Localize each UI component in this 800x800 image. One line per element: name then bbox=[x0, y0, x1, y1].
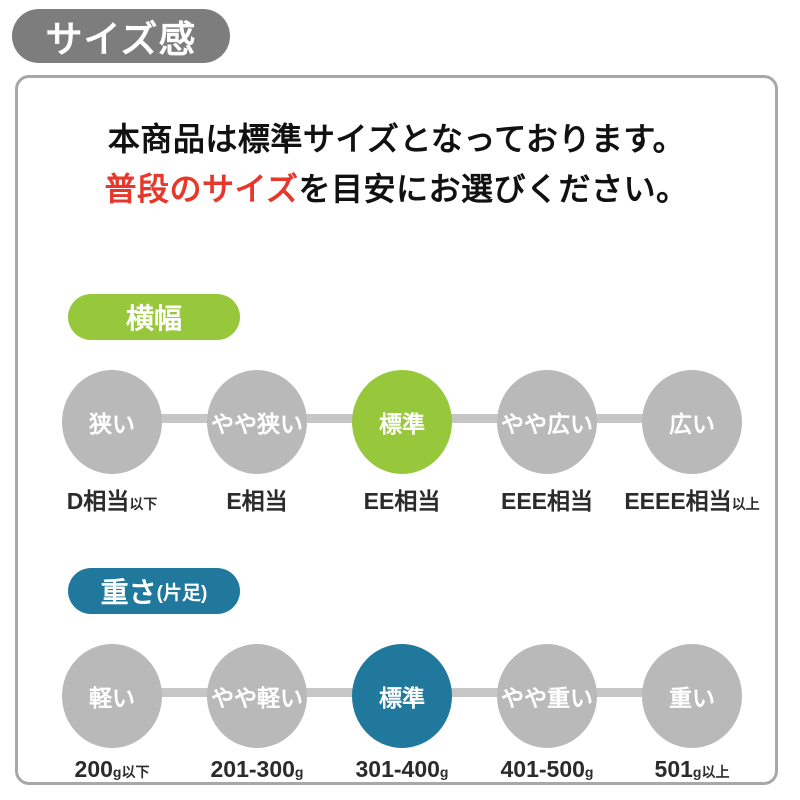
width-section: 横幅 狭い やや狭い 標準 やや広い 広い D相当以下 E相当 EE相当 EEE… bbox=[18, 294, 775, 514]
width-step-standard-label: 標準 bbox=[379, 411, 425, 437]
weight-section: 重さ (片足) 軽い やや軽い 標準 やや重い 重い 200g以下 201-300… bbox=[18, 568, 775, 786]
width-label-2-main: E相当 bbox=[226, 488, 288, 514]
weight-step-heavy-label: 重い bbox=[669, 685, 715, 711]
weight-label-2-suffix: g bbox=[294, 764, 304, 780]
intro-line-2-highlight: 普段のサイズ bbox=[104, 171, 299, 207]
weight-label-3-suffix: g bbox=[439, 764, 449, 780]
weight-section-badge: 重さ (片足) bbox=[68, 568, 240, 614]
weight-step-heavy: 重い bbox=[642, 644, 742, 748]
weight-step-slightly-light: やや軽い bbox=[207, 644, 307, 748]
weight-label-2-main: 201-300 bbox=[210, 756, 295, 782]
intro-line-2-rest: を目安にお選びください。 bbox=[298, 171, 689, 207]
weight-badge-suffix: (片足) bbox=[156, 582, 208, 604]
width-label-2: E相当 bbox=[172, 482, 342, 516]
width-label-5: EEEE相当以上 bbox=[607, 482, 777, 516]
width-label-5-main: EEEE相当 bbox=[624, 488, 732, 514]
width-step-slightly-narrow: やや狭い bbox=[207, 370, 307, 474]
width-label-1: D相当以下 bbox=[27, 482, 197, 516]
size-feel-title-label: サイズ感 bbox=[45, 19, 197, 60]
weight-step-light-label: 軽い bbox=[89, 685, 135, 711]
width-step-slightly-wide-label: やや広い bbox=[501, 411, 593, 437]
width-label-4-main: EEE相当 bbox=[500, 488, 594, 514]
width-label-4: EEE相当 bbox=[462, 482, 632, 516]
weight-label-3: 301-400g bbox=[317, 756, 487, 783]
intro-line-2: 普段のサイズを目安にお選びください。 bbox=[18, 164, 775, 214]
size-feel-title-badge: サイズ感 bbox=[12, 9, 230, 63]
width-scale-labels: D相当以下 E相当 EE相当 EEE相当 EEEE相当以上 bbox=[62, 482, 760, 514]
weight-label-4-suffix: g bbox=[584, 764, 594, 780]
weight-label-1-main: 200 bbox=[74, 756, 113, 782]
weight-label-3-main: 301-400 bbox=[355, 756, 440, 782]
width-step-wide: 広い bbox=[642, 370, 742, 474]
intro-line-1: 本商品は標準サイズとなっております。 bbox=[107, 121, 686, 157]
width-step-slightly-narrow-label: やや狭い bbox=[211, 411, 303, 437]
width-section-badge: 横幅 bbox=[68, 294, 240, 340]
weight-label-5: 501g以上 bbox=[607, 756, 777, 783]
weight-step-slightly-light-label: やや軽い bbox=[211, 685, 303, 711]
weight-scale-labels: 200g以下 201-300g 301-400g 401-500g 501g以上 bbox=[62, 756, 742, 786]
weight-step-light: 軽い bbox=[62, 644, 162, 748]
size-guide-panel: 本商品は標準サイズとなっております。 普段のサイズを目安にお選びください。 横幅… bbox=[15, 75, 778, 785]
width-label-1-suffix: 以下 bbox=[129, 496, 158, 512]
weight-label-5-suffix: g以上 bbox=[692, 764, 730, 780]
weight-label-5-main: 501 bbox=[654, 756, 693, 782]
weight-label-1: 200g以下 bbox=[27, 756, 197, 783]
weight-step-standard-label: 標準 bbox=[379, 685, 425, 711]
width-label-3-main: EE相当 bbox=[363, 488, 441, 514]
width-step-narrow: 狭い bbox=[62, 370, 162, 474]
weight-label-2: 201-300g bbox=[172, 756, 342, 783]
weight-step-slightly-heavy-label: やや重い bbox=[501, 685, 593, 711]
width-step-wide-label: 広い bbox=[669, 411, 715, 437]
width-step-narrow-label: 狭い bbox=[89, 411, 135, 437]
width-label-1-main: D相当 bbox=[66, 488, 130, 514]
width-step-slightly-wide: やや広い bbox=[497, 370, 597, 474]
intro-text: 本商品は標準サイズとなっております。 普段のサイズを目安にお選びください。 bbox=[18, 114, 775, 214]
width-label-3: EE相当 bbox=[317, 482, 487, 516]
weight-label-1-suffix: g以下 bbox=[112, 764, 150, 780]
weight-label-4: 401-500g bbox=[462, 756, 632, 783]
width-step-standard-selected: 標準 bbox=[352, 370, 452, 474]
weight-scale: 軽い やや軽い 標準 やや重い 重い bbox=[62, 644, 742, 748]
weight-label-4-main: 401-500 bbox=[500, 756, 585, 782]
width-scale: 狭い やや狭い 標準 やや広い 広い bbox=[62, 370, 742, 474]
width-badge-label: 横幅 bbox=[125, 303, 182, 334]
width-label-5-suffix: 以上 bbox=[731, 496, 760, 512]
weight-badge-label: 重さ bbox=[100, 577, 157, 608]
weight-step-slightly-heavy: やや重い bbox=[497, 644, 597, 748]
weight-step-standard-selected: 標準 bbox=[352, 644, 452, 748]
